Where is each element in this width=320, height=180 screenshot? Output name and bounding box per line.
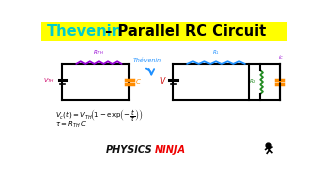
Text: Thevenin: Thevenin: [47, 24, 123, 39]
Text: $R_2$: $R_2$: [249, 78, 256, 87]
Text: $\tau = R_{TH}\,C$: $\tau = R_{TH}\,C$: [55, 120, 87, 130]
Text: $V$: $V$: [159, 75, 167, 86]
Text: PHYSICS: PHYSICS: [106, 145, 152, 155]
Text: $V_c(t) = V_{TH}\!\left(1 - \exp\!\left(-\dfrac{t}{\tau}\right)\right)$: $V_c(t) = V_{TH}\!\left(1 - \exp\!\left(…: [55, 108, 143, 124]
FancyBboxPatch shape: [41, 22, 287, 41]
Text: $i_C$: $i_C$: [278, 53, 284, 62]
Text: Thévenin: Thévenin: [132, 58, 162, 63]
Text: $R_1$: $R_1$: [212, 48, 220, 57]
Text: NINJA: NINJA: [155, 145, 186, 155]
Text: $R_{TH}$: $R_{TH}$: [93, 48, 104, 57]
Text: $V_{TH}$: $V_{TH}$: [43, 76, 55, 85]
Text: $C$: $C$: [135, 77, 141, 86]
Text: – Parallel RC Circuit: – Parallel RC Circuit: [100, 24, 266, 39]
